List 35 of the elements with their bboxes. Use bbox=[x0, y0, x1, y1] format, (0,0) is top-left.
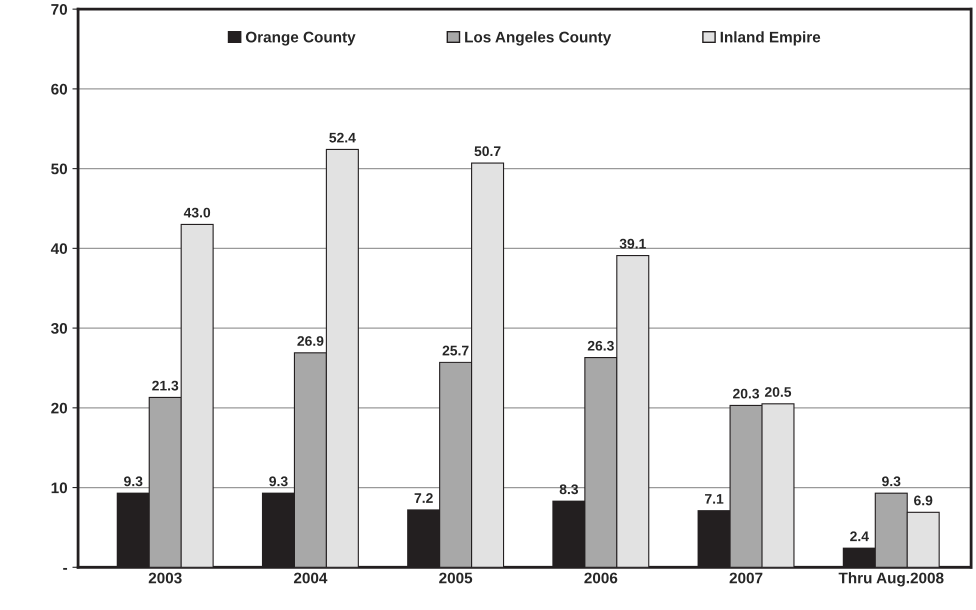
data-label: 9.3 bbox=[269, 476, 288, 486]
data-label: 9.3 bbox=[882, 476, 900, 486]
data-label: 20.5 bbox=[764, 387, 792, 397]
x-tick-label: 2006 bbox=[584, 572, 618, 584]
y-tick-label: 20 bbox=[51, 402, 68, 414]
data-label: 9.3 bbox=[124, 476, 142, 486]
data-label: 26.9 bbox=[297, 336, 324, 346]
y-tick-label: 30 bbox=[51, 322, 68, 334]
x-tick-label: 2004 bbox=[294, 572, 328, 584]
legend-label: Orange County bbox=[246, 32, 356, 46]
data-label: 26.3 bbox=[588, 340, 614, 351]
data-label: 2.4 bbox=[850, 531, 869, 542]
y-tick-label: 40 bbox=[50, 243, 68, 254]
y-tick-label: 50 bbox=[51, 163, 68, 174]
legend-label: Inland Empire bbox=[720, 31, 820, 46]
data-label: 25.7 bbox=[442, 346, 469, 356]
y-tick-label: 70 bbox=[51, 4, 68, 15]
data-label: 20.3 bbox=[733, 388, 760, 399]
data-label: 50.7 bbox=[474, 146, 500, 156]
y-tick-label: 60 bbox=[51, 84, 68, 95]
data-label: 52.4 bbox=[329, 132, 356, 143]
data-label: 6.9 bbox=[914, 496, 932, 506]
data-label: 39.1 bbox=[620, 238, 646, 249]
x-tick-label: 2003 bbox=[148, 572, 182, 584]
data-label: 7.1 bbox=[705, 494, 724, 504]
data-label: 21.3 bbox=[152, 380, 178, 391]
data-label: 7.2 bbox=[414, 493, 433, 503]
data-label: 43.0 bbox=[184, 208, 210, 218]
data-label: 8.3 bbox=[560, 484, 578, 494]
legend-label: Los Angeles County bbox=[465, 31, 612, 46]
x-tick-label: 2005 bbox=[439, 572, 472, 584]
x-tick-label: 2007 bbox=[730, 572, 762, 584]
x-tick-label: Thru Aug.2008 bbox=[838, 572, 944, 586]
y-tick-label: - bbox=[63, 568, 68, 570]
y-tick-label: 10 bbox=[52, 482, 68, 494]
